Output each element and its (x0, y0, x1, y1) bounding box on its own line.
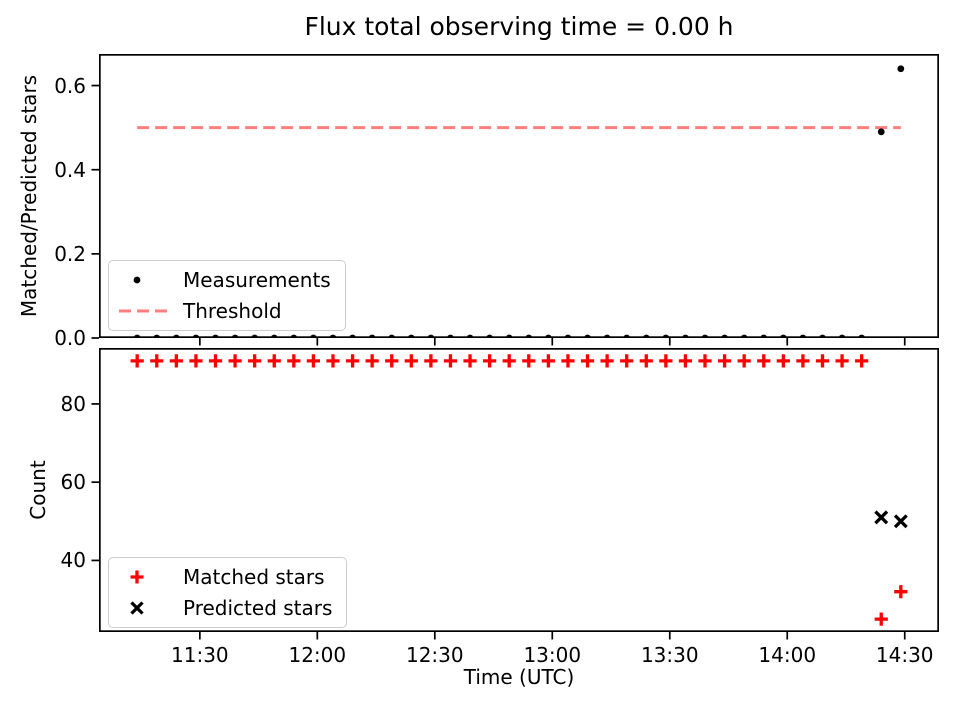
y-tick-label: 0.4 (54, 157, 86, 182)
matched-stars-point (443, 354, 458, 368)
top-plot-canvas (91, 54, 939, 346)
legend-label-matched-stars: Matched stars (183, 565, 325, 589)
dashed-line-icon (119, 309, 171, 313)
matched-stars-point (169, 354, 183, 368)
top-y-axis-label: Matched/Predicted stars (17, 74, 41, 318)
x-tick-label: 12:00 (288, 643, 347, 667)
matched-stars-point (796, 354, 810, 368)
top-plot-area: Measurements Threshold (91, 54, 939, 346)
legend-row-threshold: Threshold (117, 299, 331, 323)
matched-stars-point (855, 354, 869, 368)
x-tick-label: 13:00 (523, 643, 582, 667)
matched-stars-point (678, 354, 693, 368)
matched-stars-point (815, 354, 830, 368)
matched-stars-point (541, 354, 555, 368)
matched-stars-point (385, 354, 399, 368)
matched-stars-point (130, 354, 144, 368)
matched-stars-point (189, 354, 203, 368)
matched-stars-point (620, 354, 634, 368)
x-marker-icon (130, 601, 144, 615)
y-tick-label: 80 (60, 391, 86, 416)
y-tick-label: 60 (60, 470, 86, 495)
matched-stars-point (208, 354, 223, 368)
x-tick-label: 11:30 (171, 643, 229, 667)
matched-stars-point (345, 354, 360, 368)
x-tick-label: 13:30 (640, 643, 699, 667)
matched-stars-point (894, 585, 908, 599)
matched-stars-point (228, 354, 242, 368)
plot-spine (99, 348, 939, 632)
matched-stars-point (483, 354, 497, 368)
matched-stars-point (835, 354, 849, 368)
predicted-stars-point (893, 514, 908, 529)
matched-stars-point (502, 354, 516, 368)
measurements-point (897, 65, 905, 73)
matched-stars-point (522, 354, 536, 368)
legend-label-measurements: Measurements (183, 268, 331, 292)
top-legend: Measurements Threshold (108, 260, 346, 331)
matched-stars-point (757, 354, 771, 368)
matched-stars-point (659, 354, 673, 368)
matched-stars-point (404, 354, 418, 368)
legend-label-threshold: Threshold (183, 299, 282, 323)
plot-spine (99, 54, 939, 338)
legend-row-predicted-stars: Predicted stars (117, 596, 332, 620)
bottom-plot-canvas (91, 348, 939, 640)
legend-row-matched-stars: Matched stars (117, 565, 332, 589)
matched-stars-point (874, 612, 888, 626)
matched-stars-point (287, 354, 301, 368)
y-tick-label: 40 (60, 548, 86, 573)
matched-stars-point (698, 354, 712, 368)
x-tick-label: 14:30 (875, 643, 934, 667)
matched-stars-point (267, 354, 281, 368)
matched-stars-point (365, 354, 379, 368)
matched-stars-point (306, 354, 321, 368)
matched-stars-point (580, 354, 595, 368)
bottom-plot-area: Matched stars Predicted stars (91, 348, 939, 640)
y-tick-label: 0.6 (54, 73, 86, 98)
matched-stars-point (776, 354, 790, 368)
matched-stars-point (150, 354, 164, 368)
measurements-point (877, 128, 885, 136)
chart-title: Flux total observing time = 0.00 h (304, 12, 734, 41)
plus-marker-icon (130, 570, 144, 584)
dot-marker-icon (133, 276, 141, 284)
legend-label-predicted-stars: Predicted stars (183, 596, 333, 620)
matched-stars-point (737, 354, 751, 368)
x-tick-label: 14:00 (758, 643, 817, 667)
matched-stars-point (248, 354, 262, 368)
x-axis-label: Time (UTC) (463, 665, 575, 689)
matched-stars-point (463, 354, 477, 368)
matched-stars-point (600, 354, 614, 368)
x-tick-label: 12:30 (405, 643, 464, 667)
legend-row-measurements: Measurements (117, 268, 331, 292)
bottom-legend: Matched stars Predicted stars (108, 557, 348, 628)
y-tick-label: 0.0 (54, 326, 86, 350)
matched-stars-point (561, 354, 575, 368)
matched-stars-point (639, 354, 653, 368)
matched-stars-point (424, 354, 438, 368)
matched-stars-point (326, 354, 340, 368)
matched-stars-point (717, 354, 732, 368)
predicted-stars-point (874, 510, 889, 525)
y-tick-label: 0.2 (54, 241, 86, 266)
